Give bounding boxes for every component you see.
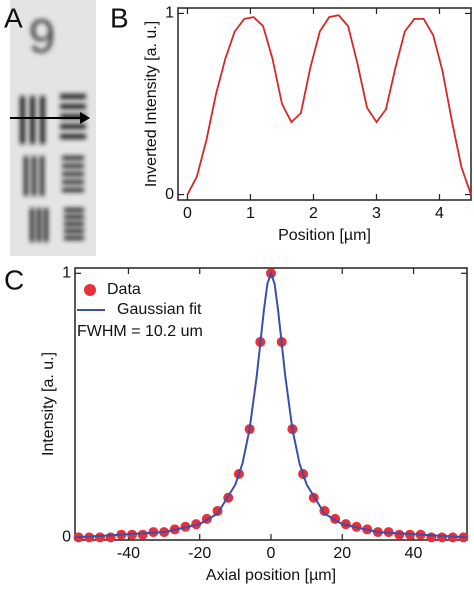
data-point	[137, 529, 148, 540]
panel-label: B	[110, 2, 129, 33]
data-point	[105, 532, 116, 543]
x-tick-label: 1	[246, 205, 255, 222]
annotation: FWHM = 10.2 um	[77, 323, 203, 340]
legend-label: Data	[107, 281, 141, 298]
panel-label: C	[4, 264, 24, 295]
data-point	[94, 532, 105, 543]
x-axis-label: Axial position [µm]	[206, 567, 336, 584]
x-tick-label: 0	[267, 545, 276, 562]
legend-marker	[84, 284, 96, 296]
y-tick-label: 0	[62, 529, 71, 546]
data-line	[186, 14, 472, 196]
panel-label: A	[4, 2, 23, 33]
data-point	[426, 532, 437, 543]
image-digit: 9	[29, 11, 56, 64]
arrow-head	[80, 112, 90, 124]
data-point	[394, 529, 405, 540]
fit-line	[74, 270, 468, 539]
x-tick-label: 2	[309, 205, 318, 222]
legend-label: Gaussian fit	[117, 301, 202, 318]
y-axis-label: Inverted Intensity [a. u.]	[143, 21, 160, 187]
image-panel: 9 A	[4, 0, 96, 256]
x-tick-label: 40	[405, 545, 423, 562]
x-tick-label: -40	[117, 545, 140, 562]
y-axis-label: Intensity [a. u.]	[40, 352, 57, 456]
x-axis-label: Position [µm]	[278, 227, 371, 244]
y-tick-label: 1	[62, 265, 71, 282]
x-tick-label: 4	[435, 205, 444, 222]
y-tick-label: 0	[165, 186, 174, 203]
y-tick-label: 1	[165, 5, 174, 22]
x-tick-label: 0	[183, 205, 192, 222]
data-point	[437, 532, 448, 543]
x-tick-label: 20	[333, 545, 351, 562]
plot-frame	[177, 7, 472, 201]
x-tick-label: 3	[372, 205, 381, 222]
x-tick-label: -20	[188, 545, 211, 562]
resolution-target: 9	[20, 11, 86, 242]
